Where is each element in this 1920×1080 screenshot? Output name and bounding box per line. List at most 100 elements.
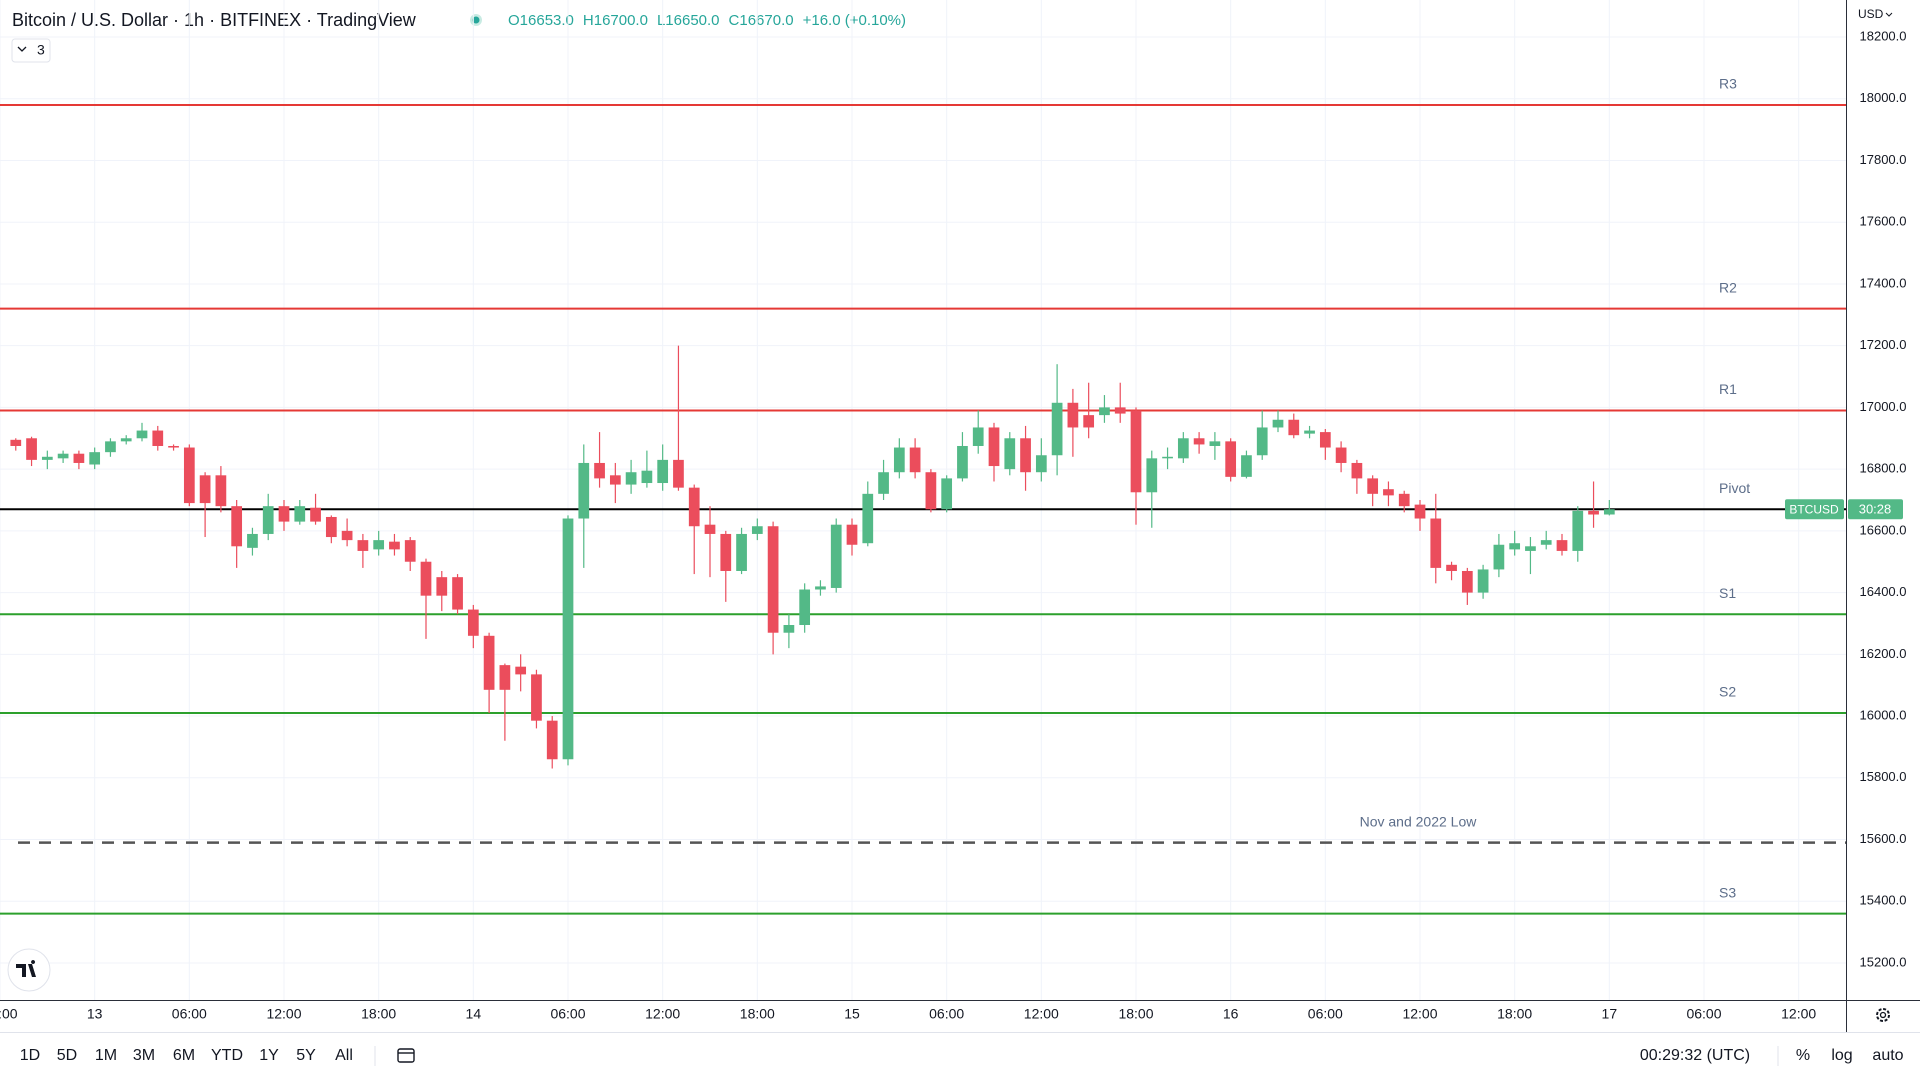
candle-body <box>168 445 179 448</box>
y-tick-label: 15200.0 <box>1860 954 1907 969</box>
candle-body <box>515 666 527 675</box>
candle-body <box>972 427 984 446</box>
settings-gear[interactable] <box>1876 1008 1890 1022</box>
ohlc-legend: O16653.0 H16700.0 L16650.0 C16670.0 +16.0 (+… <box>508 12 906 29</box>
candle-body <box>310 507 321 522</box>
candle-body <box>1351 462 1363 479</box>
range-button[interactable]: 5D <box>57 1047 77 1064</box>
candle-body <box>1051 402 1063 456</box>
candle-body <box>26 438 37 460</box>
range-button[interactable]: All <box>335 1047 353 1064</box>
countdown-label: 30:28 <box>1859 502 1892 517</box>
indicator-count: 3 <box>37 42 45 58</box>
pivot-level-label: S1 <box>1719 585 1736 601</box>
y-tick-label: 15800.0 <box>1860 769 1907 784</box>
candle-body <box>373 540 385 550</box>
annotation-label: Nov and 2022 Low <box>1360 813 1478 829</box>
x-tick-label: 12:00 <box>645 1006 680 1022</box>
candle-body <box>815 586 826 590</box>
indicator-toggle[interactable] <box>11 38 51 63</box>
candle-body <box>878 472 889 494</box>
candle-body <box>1446 564 1457 571</box>
x-tick-label: 17 <box>1602 1006 1618 1022</box>
y-tick-label: 16600.0 <box>1860 522 1907 537</box>
candle-body <box>1430 518 1442 568</box>
range-button[interactable]: 1Y <box>259 1047 279 1064</box>
candle-body <box>657 459 669 484</box>
x-tick-label: 14 <box>466 1006 482 1022</box>
candle-body <box>341 530 353 541</box>
y-tick-label: 17200.0 <box>1860 337 1907 352</box>
range-button[interactable]: YTD <box>211 1047 243 1064</box>
y-tick-label: 18200.0 <box>1860 28 1907 43</box>
x-tick-label: 13 <box>87 1006 103 1022</box>
price-tag-box <box>1785 499 1844 520</box>
clock[interactable]: 00:29:32 (UTC) <box>1640 1047 1750 1064</box>
date-range-icon[interactable] <box>397 1048 415 1063</box>
candle-body <box>294 506 306 522</box>
x-tick-label: 06:00 <box>172 1006 207 1022</box>
range-button[interactable]: 1D <box>20 1047 40 1064</box>
y-tick-label: 17400.0 <box>1860 275 1907 290</box>
candle-body <box>609 475 621 485</box>
candle-body <box>1288 419 1300 436</box>
status-dot <box>472 16 480 24</box>
x-tick-label: 06:00 <box>1308 1006 1343 1022</box>
candle-body <box>152 430 164 446</box>
candle-body <box>1588 510 1599 515</box>
range-button[interactable]: 6M <box>173 1047 195 1064</box>
candle-body <box>594 462 605 479</box>
range-button[interactable]: 1M <box>95 1047 117 1064</box>
candle-body <box>467 609 479 636</box>
candle-body <box>783 625 795 633</box>
candle-body <box>893 447 905 473</box>
candle-body <box>957 445 968 479</box>
candle-body <box>1099 407 1110 416</box>
y-tick-label: 15400.0 <box>1860 893 1907 908</box>
candle-body <box>1020 438 1031 473</box>
candle-body <box>1225 441 1237 477</box>
ohlc-value: +16.0 (+0.10%) <box>803 12 906 29</box>
pivot-level-label: S2 <box>1719 684 1736 700</box>
candle-body <box>278 506 290 522</box>
candle-body <box>1319 432 1331 448</box>
range-button[interactable]: 5Y <box>296 1047 316 1064</box>
candle-body <box>1193 438 1205 445</box>
candle-body <box>641 470 653 484</box>
candle-body <box>1398 493 1410 507</box>
scale-option[interactable]: log <box>1831 1047 1852 1064</box>
x-tick-label: 12:00 <box>266 1006 301 1022</box>
ohlc-value: H16700.0 <box>583 12 648 29</box>
candle-body <box>1162 456 1173 459</box>
candle-body <box>767 526 779 633</box>
tv-logo[interactable] <box>7 948 51 992</box>
x-tick-label: 15 <box>844 1006 860 1022</box>
candle-body <box>531 674 542 721</box>
candle-body <box>799 589 811 625</box>
scale-option[interactable]: auto <box>1872 1047 1903 1064</box>
currency-label[interactable]: USD <box>1858 7 1884 21</box>
candle-body <box>941 478 953 510</box>
x-tick-label: 12:00 <box>1402 1006 1437 1022</box>
candle-body <box>1004 438 1016 470</box>
candle-body <box>120 438 132 442</box>
tv-logo-mark <box>16 960 36 977</box>
currency-chevron <box>1885 12 1893 17</box>
scale-option[interactable]: % <box>1796 1047 1810 1064</box>
candle-body <box>404 540 416 562</box>
candle-body <box>499 665 511 690</box>
range-button[interactable]: 3M <box>133 1047 155 1064</box>
candle-body <box>704 524 716 534</box>
candle-body <box>1114 407 1126 414</box>
y-tick-label: 16000.0 <box>1860 707 1907 722</box>
candle-body <box>1130 410 1142 493</box>
x-tick-label: 18:00 <box>361 1006 396 1022</box>
candle-body <box>862 493 874 544</box>
candle-body <box>262 506 274 534</box>
y-tick-label: 17800.0 <box>1860 152 1907 167</box>
candle-body <box>231 506 243 547</box>
candle-body <box>830 524 842 588</box>
x-tick-label: 12:00 <box>1024 1006 1059 1022</box>
candle-body <box>10 439 22 446</box>
